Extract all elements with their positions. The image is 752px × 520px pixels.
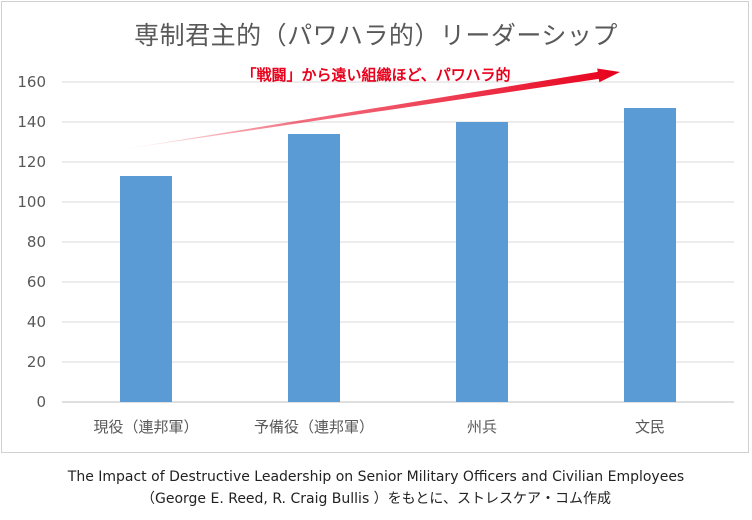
bar [120,176,172,402]
y-tick-label: 140 [17,113,46,131]
annotation-label: 「戦闘」から遠い組織ほど、パワハラ的 [241,66,510,84]
chart-title: 専制君主的（パワハラ的）リーダーシップ [134,21,618,50]
y-tick-label: 20 [27,353,46,371]
y-tick-label: 60 [27,273,46,291]
y-tick-label: 120 [17,153,46,171]
x-tick-label: 現役（連邦軍） [93,418,198,436]
bar [288,134,340,402]
bar [456,122,508,402]
chart-area: 専制君主的（パワハラ的）リーダーシップ 0 20 40 60 80 100 120 140 16… [1,1,749,453]
y-tick-label: 160 [17,73,46,91]
trend-arrow [118,68,620,150]
y-tick-label: 0 [36,393,46,411]
source-note: The Impact of Destructive Leadership on … [0,466,752,510]
source-line-2: （George E. Reed, R. Craig Bullis ）をもとに、ス… [140,491,611,507]
source-line-1: The Impact of Destructive Leadership on … [67,469,685,485]
y-tick-label: 40 [27,313,46,331]
x-tick-label: 州兵 [467,418,497,436]
bar [624,108,676,402]
bar-chart-plot: 0 20 40 60 80 100 120 140 160 現役（連邦軍） 予備役（連邦軍） 州兵 文民… [17,66,734,436]
y-tick-label: 80 [27,233,46,251]
y-tick-label: 100 [17,193,46,211]
x-tick-label: 予備役（連邦軍） [254,418,374,436]
x-tick-label: 文民 [635,418,665,436]
